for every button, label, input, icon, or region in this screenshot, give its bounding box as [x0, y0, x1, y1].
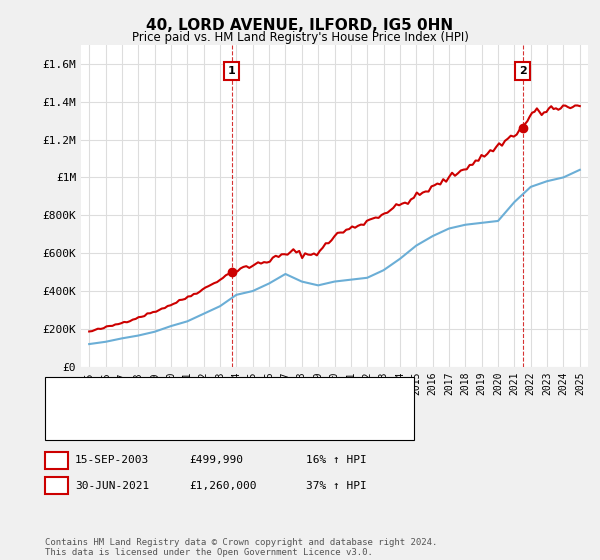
- Text: ———: ———: [56, 387, 78, 400]
- Text: 2: 2: [53, 480, 60, 491]
- Text: Contains HM Land Registry data © Crown copyright and database right 2024.
This d: Contains HM Land Registry data © Crown c…: [45, 538, 437, 557]
- Text: ———: ———: [56, 416, 78, 430]
- Text: 40, LORD AVENUE, ILFORD, IG5 0HN (detached house): 40, LORD AVENUE, ILFORD, IG5 0HN (detach…: [86, 389, 380, 399]
- Text: Price paid vs. HM Land Registry's House Price Index (HPI): Price paid vs. HM Land Registry's House …: [131, 31, 469, 44]
- Text: 15-SEP-2003: 15-SEP-2003: [75, 455, 149, 465]
- Text: 2: 2: [519, 66, 526, 76]
- Text: HPI: Average price, detached house, Redbridge: HPI: Average price, detached house, Redb…: [86, 418, 356, 428]
- Text: 1: 1: [228, 66, 236, 76]
- Text: £1,260,000: £1,260,000: [189, 480, 257, 491]
- Text: 30-JUN-2021: 30-JUN-2021: [75, 480, 149, 491]
- Text: £499,990: £499,990: [189, 455, 243, 465]
- Text: 16% ↑ HPI: 16% ↑ HPI: [306, 455, 367, 465]
- Text: 1: 1: [53, 455, 60, 465]
- Text: 37% ↑ HPI: 37% ↑ HPI: [306, 480, 367, 491]
- Text: 40, LORD AVENUE, ILFORD, IG5 0HN: 40, LORD AVENUE, ILFORD, IG5 0HN: [146, 18, 454, 33]
